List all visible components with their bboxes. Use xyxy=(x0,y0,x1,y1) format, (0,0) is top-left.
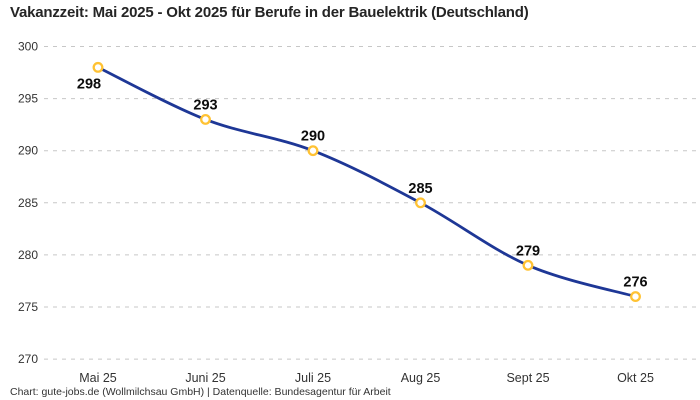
data-point-value-label: 285 xyxy=(408,181,432,197)
data-point-value-label: 298 xyxy=(77,76,101,92)
data-point-marker xyxy=(522,259,534,271)
data-point-marker xyxy=(415,197,426,209)
data-point-marker xyxy=(200,113,211,125)
x-axis-tick-label: Okt 25 xyxy=(617,371,654,385)
chart-footer-source: Chart: gute-jobs.de (Wollmilchsau GmbH) … xyxy=(10,386,391,398)
chart-title: Vakanzzeit: Mai 2025 - Okt 2025 für Beru… xyxy=(10,4,529,21)
y-axis-tick-label: 300 xyxy=(18,40,38,54)
y-axis-tick-label: 290 xyxy=(18,144,38,158)
x-axis-tick-label: Sept 25 xyxy=(506,371,549,385)
data-point-value-label: 290 xyxy=(301,129,325,145)
data-point-marker xyxy=(92,61,104,73)
x-axis-tick-label: Juli 25 xyxy=(295,371,331,385)
data-point-marker xyxy=(307,145,319,157)
x-axis-tick-label: Juni 25 xyxy=(185,371,225,385)
data-point-marker xyxy=(630,291,641,303)
data-point-value-label: 279 xyxy=(516,243,540,259)
y-axis-tick-label: 280 xyxy=(18,248,38,262)
data-point-value-label: 276 xyxy=(623,275,647,291)
y-axis-tick-label: 275 xyxy=(18,300,38,314)
y-axis-tick-label: 270 xyxy=(18,352,38,366)
data-line-series xyxy=(96,65,637,298)
data-point-value-label: 293 xyxy=(193,97,217,113)
y-axis-tick-label: 285 xyxy=(18,196,38,210)
x-axis-tick-label: Aug 25 xyxy=(401,371,441,385)
y-axis-tick-label: 295 xyxy=(18,92,38,106)
x-axis-tick-label: Mai 25 xyxy=(79,371,117,385)
